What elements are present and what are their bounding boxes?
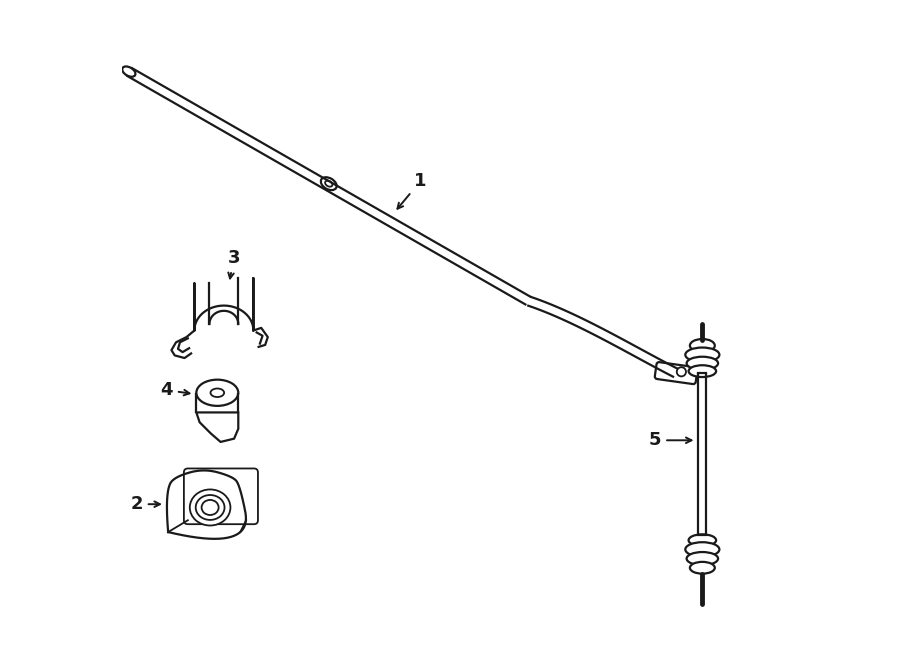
Ellipse shape [685,542,719,557]
Ellipse shape [690,339,715,352]
Ellipse shape [202,500,219,515]
Circle shape [677,368,686,376]
Ellipse shape [325,180,332,186]
Text: 1: 1 [398,172,427,209]
Ellipse shape [196,379,238,406]
Ellipse shape [122,67,135,77]
Text: 5: 5 [649,431,691,449]
Ellipse shape [211,389,224,397]
Ellipse shape [320,177,337,190]
FancyBboxPatch shape [184,469,258,524]
Text: 3: 3 [228,249,240,278]
Ellipse shape [688,366,716,377]
Ellipse shape [690,562,715,574]
Ellipse shape [190,489,230,525]
Ellipse shape [688,534,716,546]
Polygon shape [196,412,238,442]
Ellipse shape [687,552,718,565]
FancyBboxPatch shape [655,362,698,384]
Ellipse shape [685,348,719,362]
Ellipse shape [687,357,718,369]
Ellipse shape [195,495,224,520]
Text: 2: 2 [130,495,160,513]
Text: 4: 4 [160,381,190,399]
